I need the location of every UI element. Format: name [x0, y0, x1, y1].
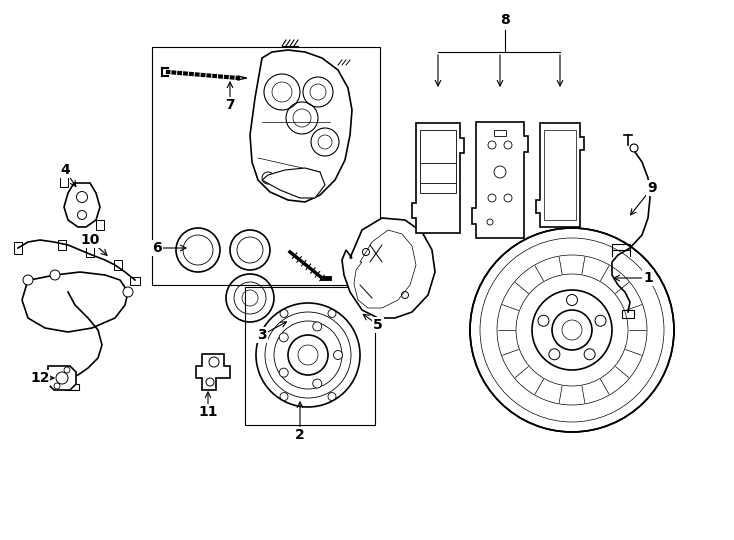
Polygon shape [196, 354, 230, 390]
Polygon shape [420, 130, 456, 193]
Bar [622, 310, 634, 318]
Polygon shape [536, 123, 584, 227]
Text: 5: 5 [373, 318, 383, 332]
Bar [494, 130, 506, 136]
Circle shape [279, 333, 288, 342]
Polygon shape [354, 230, 416, 308]
Circle shape [333, 350, 343, 360]
Polygon shape [22, 272, 128, 332]
Bar [86, 247, 94, 257]
Text: 7: 7 [225, 98, 235, 112]
Bar [114, 260, 122, 270]
Bar [245, 287, 375, 425]
Bar [65, 384, 79, 390]
Circle shape [50, 270, 60, 280]
Circle shape [23, 275, 33, 285]
Text: 9: 9 [647, 181, 657, 195]
Bar [14, 242, 22, 254]
Polygon shape [48, 366, 76, 390]
Polygon shape [342, 218, 435, 318]
Polygon shape [250, 50, 352, 202]
Bar [152, 47, 380, 285]
Circle shape [584, 349, 595, 360]
Text: 2: 2 [295, 428, 305, 442]
Polygon shape [472, 122, 528, 238]
Bar [58, 240, 66, 250]
Text: 3: 3 [257, 328, 267, 342]
Circle shape [567, 294, 578, 306]
Text: 8: 8 [500, 13, 510, 27]
Circle shape [313, 322, 321, 331]
Text: 6: 6 [152, 241, 161, 255]
Circle shape [313, 379, 321, 388]
Text: 11: 11 [198, 405, 218, 419]
Circle shape [538, 315, 549, 326]
Polygon shape [64, 183, 100, 227]
Bar [612, 244, 630, 250]
Circle shape [123, 287, 133, 297]
Polygon shape [262, 168, 325, 198]
Circle shape [595, 315, 606, 326]
Polygon shape [544, 130, 576, 220]
Circle shape [549, 349, 560, 360]
Text: 1: 1 [643, 271, 653, 285]
Text: 4: 4 [60, 163, 70, 177]
Polygon shape [412, 123, 464, 233]
Text: 10: 10 [80, 233, 100, 247]
Text: 12: 12 [30, 371, 50, 385]
Circle shape [279, 368, 288, 377]
Bar [130, 277, 140, 285]
